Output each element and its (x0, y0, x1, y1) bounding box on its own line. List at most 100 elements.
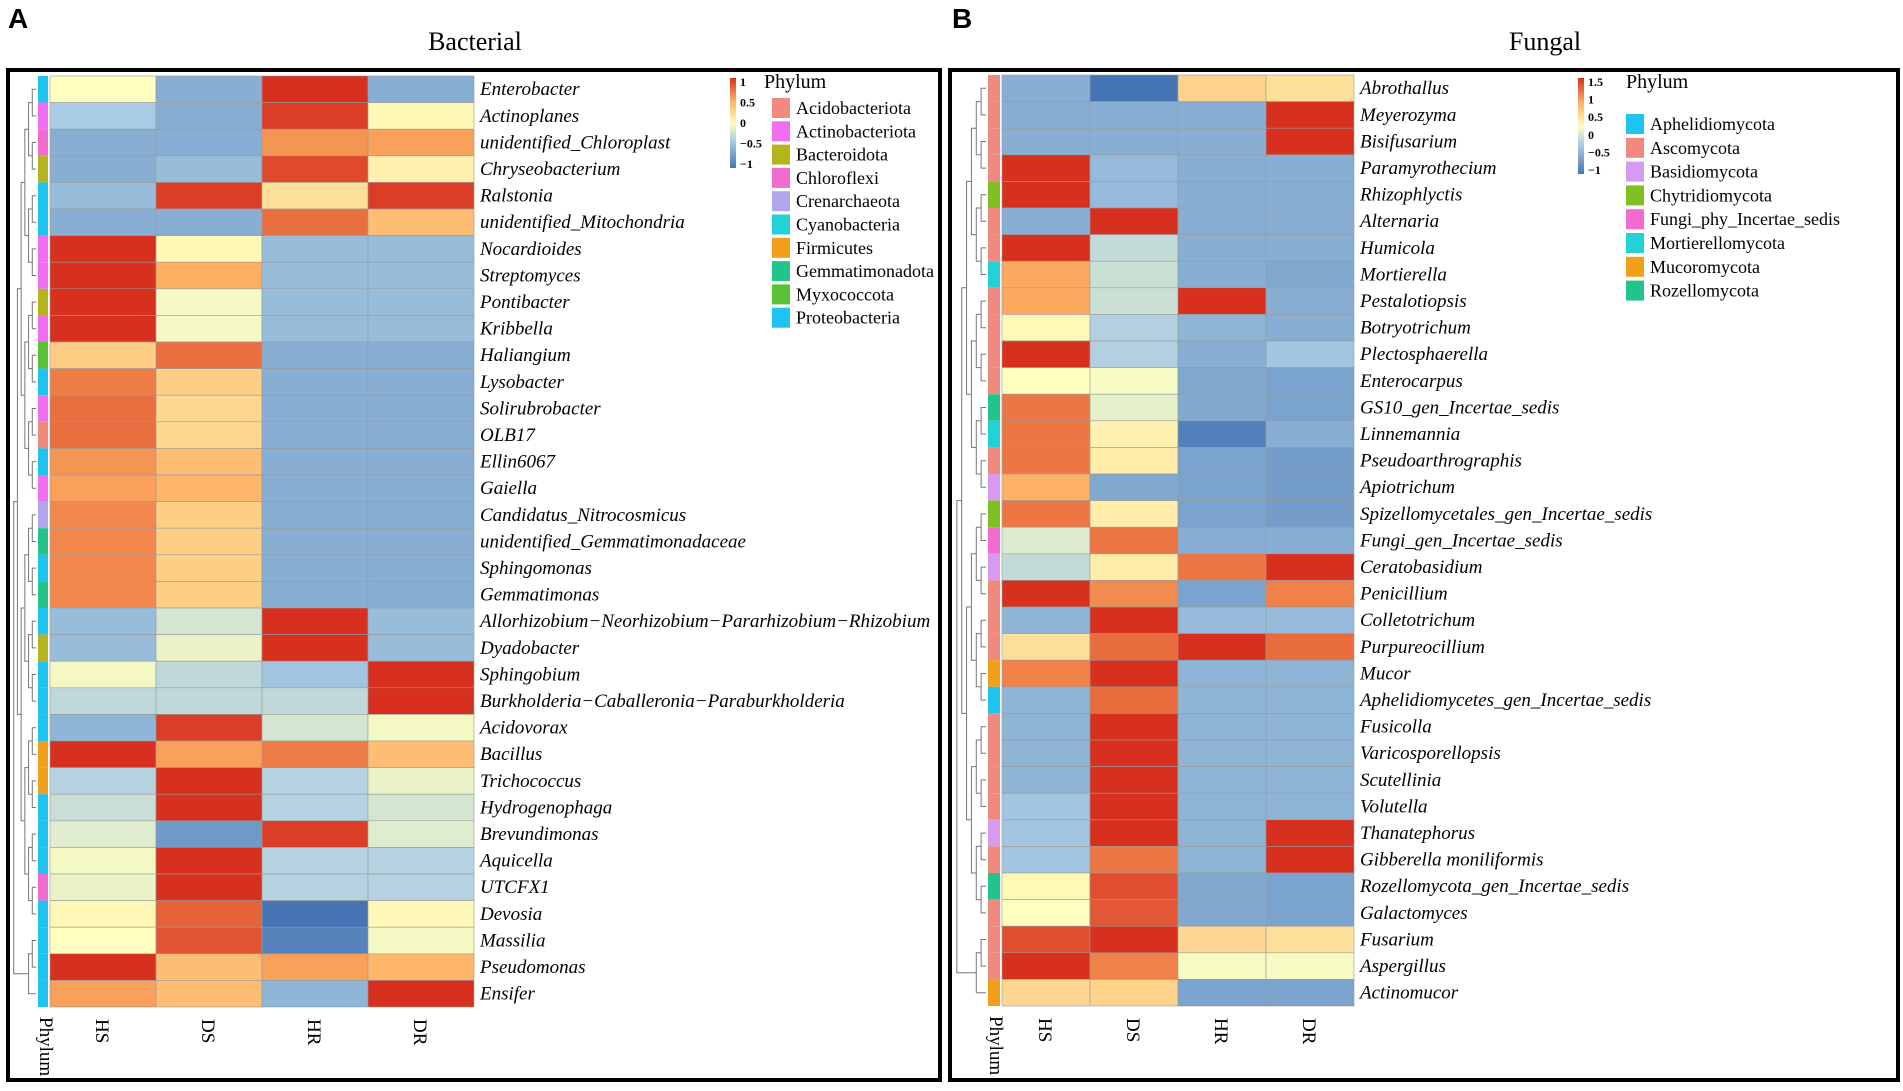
legend-entry: Fungi_phy_Incertae_sedis (1650, 209, 1840, 229)
column-label: DS (1122, 1018, 1143, 1042)
column-label: DR (1298, 1018, 1319, 1045)
heatmap-cell (261, 687, 369, 715)
heatmap-cell (367, 368, 475, 396)
heatmap-cell (49, 554, 157, 582)
heatmap-cell (1001, 899, 1091, 927)
a-dendrogram-branch (31, 620, 36, 649)
phylum-bar-cell (38, 741, 48, 768)
legend-swatch (1626, 161, 1644, 182)
phylum-axis-label: Phylum (985, 1016, 1006, 1075)
phylum-bar-cell (38, 528, 48, 555)
phylum-bar-cell (988, 660, 1000, 687)
panel-a-frame (6, 68, 942, 1082)
heatmap-cell (155, 581, 263, 609)
legend-entry: Crenarchaeota (796, 191, 900, 211)
heatmap-cell (367, 793, 475, 822)
b-dendrogram-branch (970, 127, 977, 236)
b-dendrogram-branch (975, 633, 982, 688)
heatmap-cell (1177, 979, 1267, 1007)
heatmap-cell (367, 581, 475, 609)
heatmap-cell (367, 75, 475, 103)
heatmap-cell (1265, 766, 1355, 794)
a-dendrogram-branch (31, 301, 36, 330)
heatmap-cell (1265, 340, 1355, 368)
heatmap-cell (1089, 846, 1179, 874)
phylum-bar-cell (38, 501, 48, 529)
row-label: Lysobacter (479, 372, 564, 393)
heatmap-cell (1265, 473, 1355, 501)
heatmap-cell (1177, 952, 1267, 980)
heatmap-cell (1001, 872, 1091, 900)
b-dendrogram-branch (975, 101, 982, 156)
heatmap-cell (155, 501, 263, 529)
heatmap-cell (261, 607, 369, 635)
heatmap-cell (261, 315, 369, 343)
phylum-bar-cell (38, 102, 48, 130)
heatmap-cell (367, 926, 475, 955)
a-dendrogram-branch (20, 181, 25, 396)
legend-swatch (1626, 233, 1644, 253)
phylum-bar-cell (988, 341, 1000, 368)
heatmap-cell (367, 474, 475, 502)
heatmap-cell (261, 527, 369, 556)
heatmap-cell (367, 740, 475, 768)
heatmap-cell (367, 847, 475, 875)
b-dendrogram-branch (980, 726, 986, 754)
phylum-bar-cell (988, 261, 1000, 288)
a-dendrogram-branch (31, 780, 36, 808)
a-dendrogram-branch (31, 408, 36, 436)
row-label: Pestalotiopsis (1359, 291, 1467, 312)
heatmap-cell (155, 607, 263, 635)
a-dendrogram-branch (31, 142, 36, 170)
bacterial-heatmap: Enterobacter Actinoplanes unidentified_Chl… (13, 71, 934, 1076)
heatmap-cell (1265, 74, 1355, 102)
heatmap-cell (261, 421, 369, 449)
heatmap-cell (261, 873, 369, 901)
phylum-bar-cell (38, 608, 48, 635)
heatmap-cell (155, 793, 263, 822)
heatmap-cell (49, 980, 157, 1008)
row-label: Kribbella (479, 319, 553, 340)
heatmap-cell (155, 767, 263, 795)
heatmap-cell (49, 394, 157, 423)
heatmap-cell (1001, 766, 1091, 794)
color-scale-tick: 0 (740, 116, 746, 130)
b-dendrogram-branch (980, 141, 986, 169)
heatmap-cell (49, 926, 157, 955)
heatmap-cell (1265, 447, 1355, 475)
heatmap-cell (261, 980, 369, 1008)
heatmap-cell (1089, 393, 1179, 422)
column-label: HR (303, 1019, 324, 1046)
heatmap-cell (261, 474, 369, 502)
color-scale-tick: −1 (1588, 163, 1601, 177)
legend-entry: Actinobacteriota (796, 121, 916, 141)
b-dendrogram-branch (980, 247, 986, 275)
phylum-bar-cell (38, 687, 48, 715)
heatmap-cell (1001, 181, 1091, 209)
phylum-bar-cell (988, 607, 1000, 634)
row-label: Fungi_gen_Incertae_sedis (1359, 530, 1563, 551)
legend-swatch (772, 167, 790, 188)
legend-entry: Gemmatimonadota (796, 261, 934, 281)
heatmap-cell (1265, 127, 1355, 156)
heatmap-cell (1265, 553, 1355, 581)
heatmap-cell (49, 102, 157, 130)
fungal-heatmap: Abrothallus Meyerozyma Bisifusarium Paramyr… (956, 71, 1840, 1075)
heatmap-cell (1089, 713, 1179, 741)
phylum-bar-cell (38, 767, 48, 795)
row-label: Aphelidiomycetes_gen_Incertae_sedis (1358, 690, 1651, 711)
phylum-bar-cell (988, 952, 1000, 980)
heatmap-cell (261, 714, 369, 742)
heatmap-cell (1001, 713, 1091, 741)
heatmap-cell (261, 793, 369, 822)
phylum-bar-cell (38, 288, 48, 316)
heatmap-cell (1089, 580, 1179, 608)
a-dendrogram-branch (28, 314, 33, 370)
phylum-bar-cell (38, 368, 48, 396)
phylum-bar-cell (988, 713, 1000, 740)
row-label: Mortierella (1359, 264, 1447, 285)
phylum-bar-cell (988, 899, 1000, 927)
heatmap-cell (1001, 447, 1091, 475)
b-dendrogram-branch (975, 313, 982, 369)
a-dendrogram-branch (31, 940, 36, 968)
